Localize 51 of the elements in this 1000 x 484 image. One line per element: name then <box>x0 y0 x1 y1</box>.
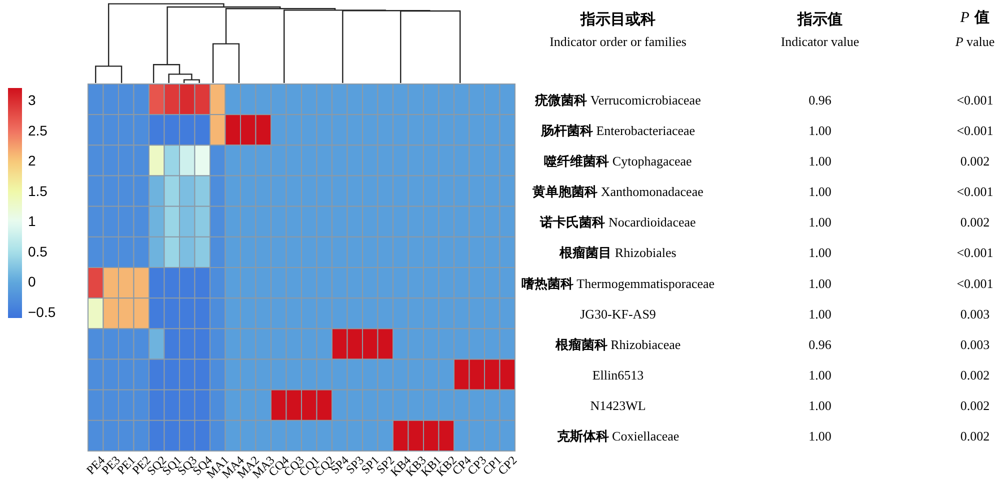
text: P value <box>954 34 995 49</box>
text: 1.00 <box>808 428 832 444</box>
text: <0.001 <box>956 245 994 260</box>
color-bar-label: 2 <box>28 152 36 169</box>
y-tick-label: 根瘤菌目 Rhizobiales <box>558 245 676 262</box>
text: Indicator order or families <box>550 34 686 49</box>
color-bar-label: −0.5 <box>28 304 56 320</box>
color-bar-label: 1 <box>28 213 36 230</box>
text: 1.00 <box>808 398 832 414</box>
color-bar-label: 2.5 <box>28 122 48 138</box>
text: <0.001 <box>956 92 994 108</box>
text: P 值 <box>959 8 990 26</box>
text: 1.00 <box>808 214 832 230</box>
text: 指示值 <box>796 10 842 28</box>
text: 指示目或科 <box>580 10 656 28</box>
color-bar-label: 3 <box>28 92 36 108</box>
color-bar-label: 1.5 <box>28 182 48 199</box>
y-tick-label: 嗜热菌科 Thermogemmatisporaceae <box>521 276 715 292</box>
y-tick-label: 诺卡氏菌科 Nocardioidaceae <box>539 214 696 231</box>
text: 1.00 <box>808 276 832 291</box>
y-tick-label: 疣微菌科 Verrucomicrobiaceae <box>534 92 702 108</box>
text: 0.002 <box>960 398 990 414</box>
color-bar-label: 0.5 <box>28 243 48 260</box>
text: 0.002 <box>960 368 990 383</box>
text: 0.003 <box>960 336 990 352</box>
y-tick-label: JG30-KF-AS9 <box>580 306 656 322</box>
y-tick-label: 克斯体科 Coxiellaceae <box>556 428 680 445</box>
y-tick-label: Ellin6513 <box>592 368 644 383</box>
text: 1.00 <box>808 122 832 138</box>
y-tick-label: 根瘤菌科 Rhizobiaceae <box>554 336 681 353</box>
color-bar-label: 0 <box>28 274 36 290</box>
text: 0.002 <box>960 214 990 230</box>
text: 1.00 <box>808 245 832 260</box>
y-tick-label: 肠杆菌科 Enterobacteriaceae <box>540 122 696 139</box>
text: 0.002 <box>960 428 990 444</box>
text: 1.00 <box>808 306 832 322</box>
text: Indicator value <box>780 34 860 49</box>
text: 0.002 <box>960 153 990 168</box>
y-tick-label: 噬纤维菌科 Cytophagaceae <box>544 153 692 170</box>
text: 0.96 <box>808 336 832 352</box>
text: <0.001 <box>956 184 994 200</box>
y-tick-label: N1423WL <box>590 398 646 414</box>
colorbar: −0.5 0 0.5 1 1.5 2 2.5 3 <box>8 88 56 320</box>
text: <0.001 <box>956 122 994 138</box>
text: 1.00 <box>808 368 832 383</box>
y-tick-label: 黄单胞菌科 Xanthomonadaceae <box>532 184 704 200</box>
text: 1.00 <box>808 184 832 200</box>
text: <0.001 <box>956 276 994 291</box>
text: 0.003 <box>960 306 990 322</box>
text: 1.00 <box>808 153 832 168</box>
text: 0.96 <box>808 92 832 108</box>
